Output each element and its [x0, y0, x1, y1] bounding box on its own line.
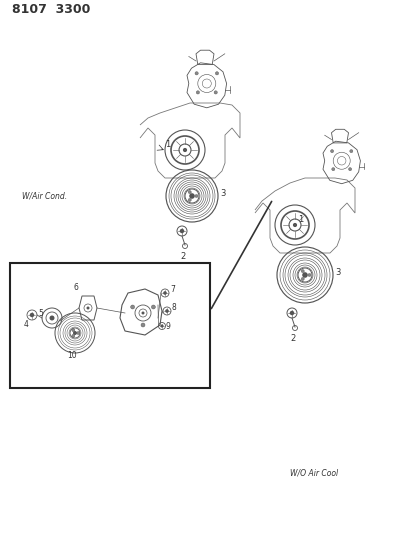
Circle shape: [292, 223, 297, 227]
Text: W/O Air Cool: W/O Air Cool: [289, 468, 337, 477]
Text: 5: 5: [38, 309, 43, 318]
Circle shape: [179, 229, 184, 233]
Text: 1: 1: [297, 215, 303, 224]
Circle shape: [331, 168, 334, 171]
Text: 4: 4: [24, 320, 29, 329]
Circle shape: [141, 311, 144, 314]
Text: 9: 9: [166, 322, 171, 331]
Circle shape: [163, 291, 166, 295]
Circle shape: [330, 150, 333, 152]
Circle shape: [215, 72, 218, 75]
Text: 7: 7: [170, 285, 175, 294]
Circle shape: [307, 273, 310, 277]
Circle shape: [301, 272, 307, 278]
Text: 6: 6: [74, 283, 79, 292]
Circle shape: [301, 270, 303, 272]
Circle shape: [86, 306, 89, 310]
Text: 3: 3: [334, 268, 339, 277]
Circle shape: [73, 331, 77, 335]
Circle shape: [301, 277, 303, 280]
Circle shape: [151, 305, 155, 309]
Circle shape: [188, 191, 191, 193]
Circle shape: [160, 325, 163, 328]
Circle shape: [289, 311, 294, 315]
Circle shape: [130, 305, 134, 309]
Circle shape: [141, 323, 145, 327]
Circle shape: [188, 198, 191, 201]
Circle shape: [72, 329, 75, 332]
Bar: [10, 263, 209, 388]
Text: 2: 2: [289, 334, 294, 343]
Text: 8: 8: [172, 303, 176, 312]
Text: 3: 3: [220, 189, 225, 198]
Circle shape: [348, 168, 351, 171]
Text: 2: 2: [180, 252, 185, 261]
Circle shape: [195, 72, 198, 75]
Text: 8107  3300: 8107 3300: [12, 3, 90, 16]
Circle shape: [30, 313, 34, 317]
Circle shape: [49, 316, 54, 320]
Circle shape: [165, 309, 169, 313]
Text: 10: 10: [67, 351, 76, 360]
Circle shape: [196, 91, 199, 94]
Circle shape: [72, 334, 75, 337]
Text: 1: 1: [164, 140, 170, 149]
Circle shape: [213, 91, 217, 94]
Circle shape: [182, 148, 187, 152]
Circle shape: [349, 150, 352, 152]
Circle shape: [195, 195, 198, 198]
Circle shape: [76, 332, 80, 335]
Circle shape: [189, 193, 194, 199]
Text: W/Air Cond.: W/Air Cond.: [22, 191, 67, 200]
